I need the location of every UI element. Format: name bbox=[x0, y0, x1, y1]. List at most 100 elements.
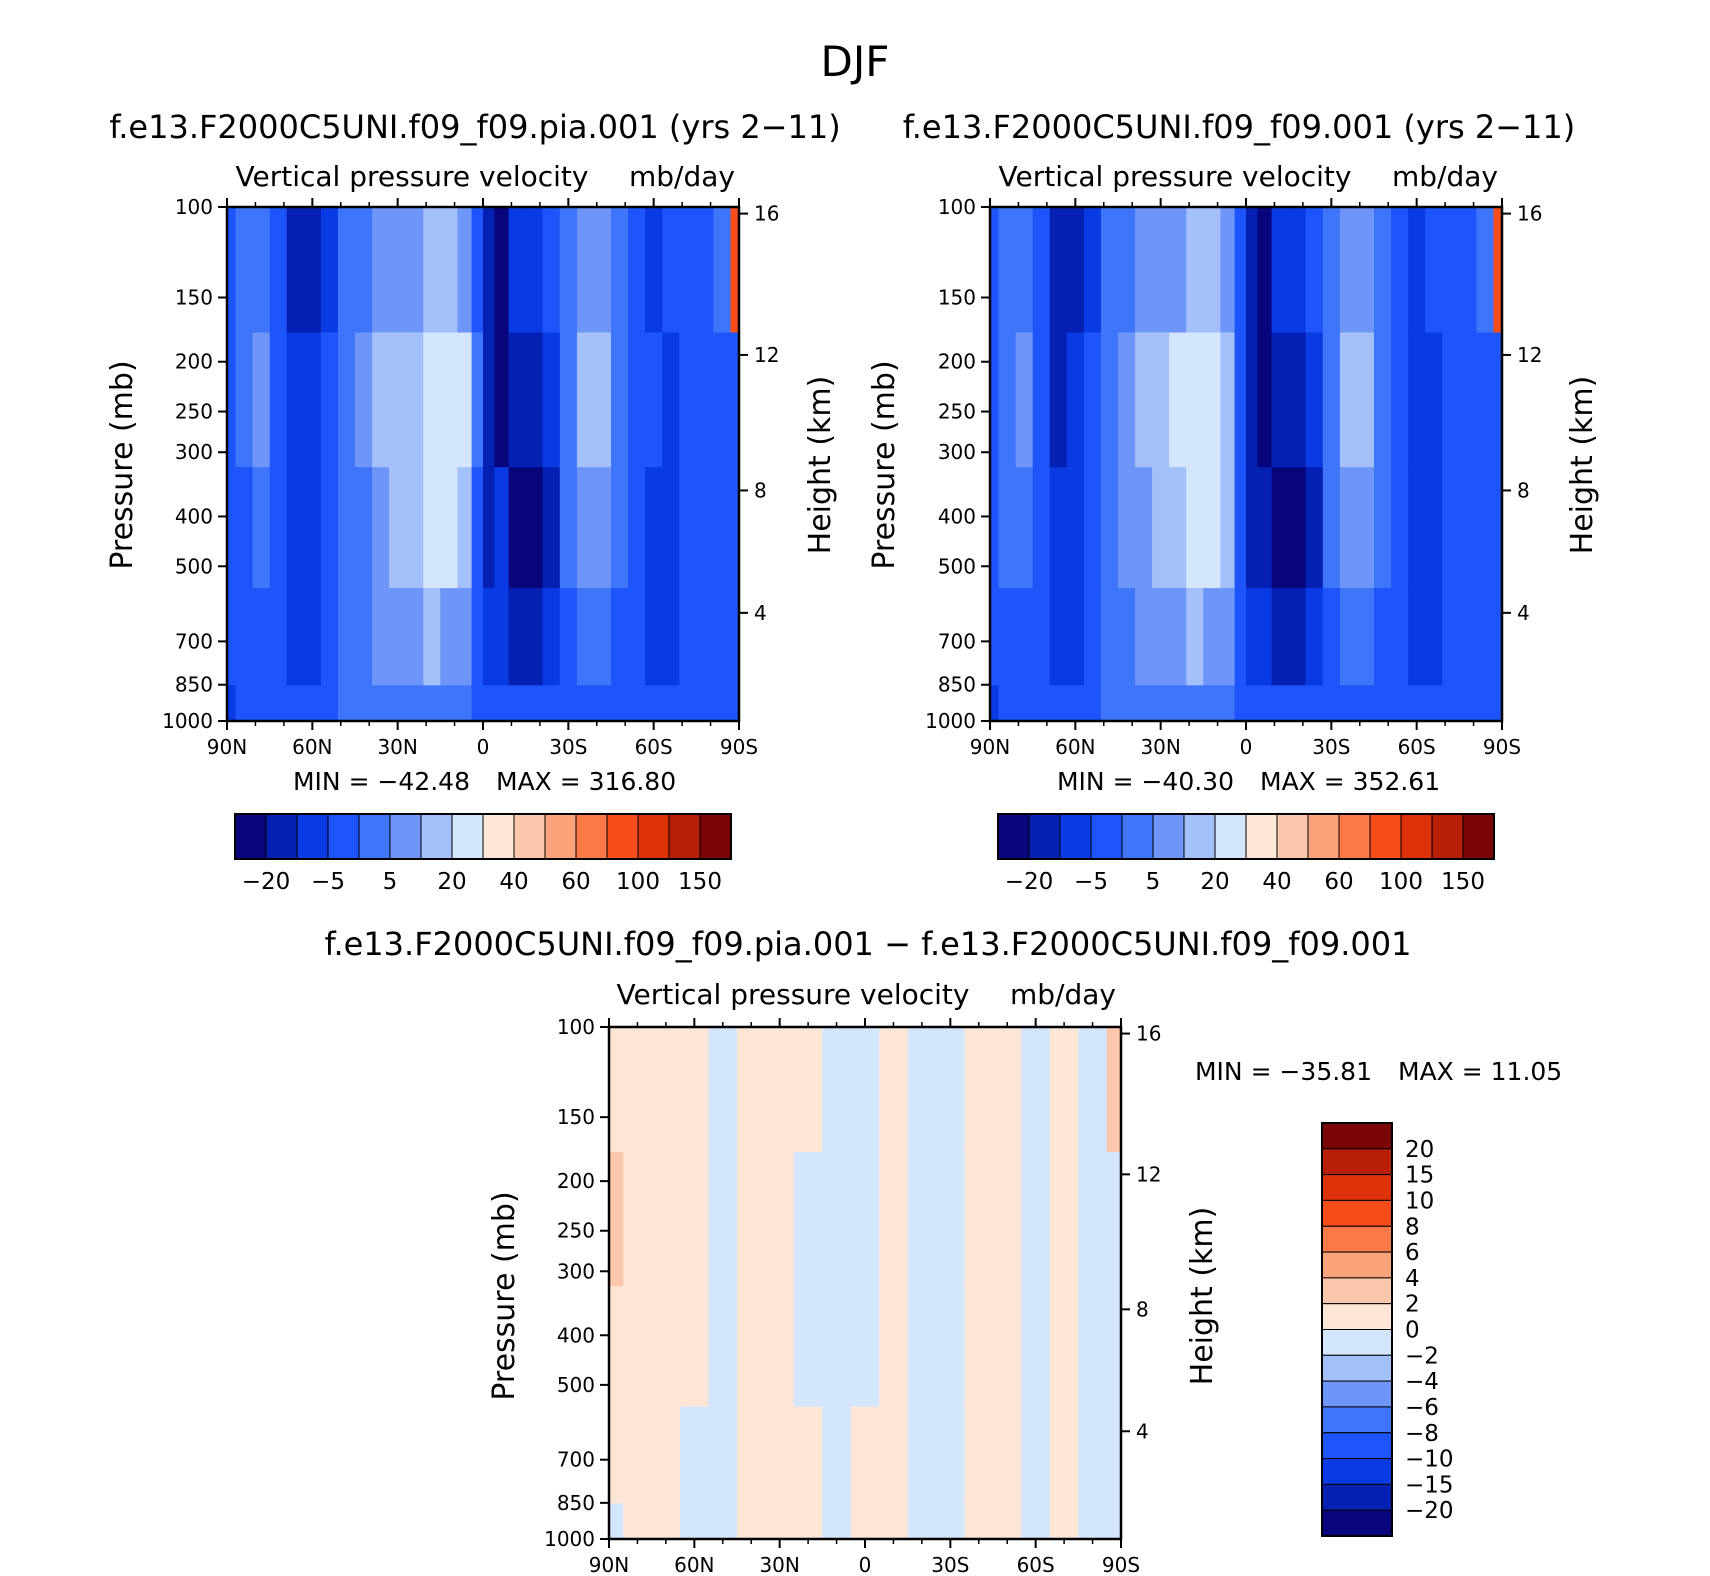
y-tick-label: 1000 bbox=[925, 709, 976, 733]
contour-cell bbox=[286, 331, 305, 468]
contour-cell bbox=[1459, 684, 1477, 722]
contour-cell bbox=[320, 207, 339, 333]
colorbar-box bbox=[1321, 1277, 1393, 1305]
contour-cell bbox=[372, 331, 390, 468]
contour-cell bbox=[609, 1285, 624, 1407]
colorbar-label: 40 bbox=[499, 869, 528, 895]
contour-cell bbox=[1078, 1406, 1108, 1504]
contour-cell bbox=[1078, 1027, 1108, 1152]
colorbar-label: 10 bbox=[1405, 1188, 1434, 1214]
contour-cell bbox=[389, 207, 407, 333]
contour-cell bbox=[793, 1151, 823, 1287]
y-tick-label: 250 bbox=[557, 1219, 595, 1243]
difference-max-label: MAX = 11.05 bbox=[1398, 1057, 1562, 1086]
contour-cell bbox=[525, 684, 544, 722]
contour-cell bbox=[269, 684, 288, 722]
contour-cell bbox=[525, 466, 544, 589]
contour-cell bbox=[593, 207, 612, 333]
contour-cell bbox=[628, 587, 646, 686]
contour-cell bbox=[1246, 331, 1258, 468]
colorbar-label: 20 bbox=[1405, 1137, 1434, 1163]
contour-cell bbox=[651, 1406, 681, 1504]
contour-cell bbox=[1152, 207, 1170, 333]
contour-cell bbox=[1220, 684, 1236, 722]
difference-plot: 90N 60N 30N 0 30S 60S 90S 100 150 200 250 300 400 500… bbox=[544, 1015, 1161, 1576]
contour-cell bbox=[713, 684, 732, 722]
contour-cell bbox=[457, 587, 473, 686]
x-tick-label: 90N bbox=[970, 735, 1010, 759]
contour-cell bbox=[708, 1027, 738, 1152]
contour-cell bbox=[998, 207, 1017, 333]
contour-cell bbox=[1271, 207, 1290, 333]
contour-cell bbox=[1118, 684, 1136, 722]
contour-cell bbox=[576, 466, 595, 589]
contour-cell bbox=[662, 331, 680, 468]
contour-cell bbox=[1083, 331, 1102, 468]
contour-cell bbox=[1374, 331, 1392, 468]
colorbar-label: 15 bbox=[1405, 1163, 1434, 1189]
contour-cell bbox=[964, 1406, 994, 1504]
colorbar-box bbox=[1321, 1458, 1393, 1485]
contour-cell bbox=[1476, 684, 1495, 722]
contour-cell bbox=[1257, 587, 1273, 686]
contour-cell bbox=[1476, 587, 1495, 686]
colorbar-box bbox=[296, 813, 329, 860]
contour-cell bbox=[1339, 207, 1358, 333]
contour-cell bbox=[713, 207, 732, 333]
case-plot: 90N 60N 30N 0 30S 60S 90S 100 150 200 250 300 400 500… bbox=[162, 195, 779, 759]
contour-cell bbox=[525, 587, 544, 686]
colorbar-label: −5 bbox=[311, 869, 345, 895]
y2-tick-label: 12 bbox=[754, 343, 779, 367]
contour-cell bbox=[680, 1027, 710, 1152]
y-tick-label: 1000 bbox=[544, 1527, 595, 1551]
contour-cell bbox=[1391, 684, 1409, 722]
x-tick-label: 30S bbox=[549, 735, 587, 759]
contour-cell bbox=[494, 466, 510, 589]
contour-cell bbox=[1442, 331, 1460, 468]
contour-cell bbox=[1083, 587, 1102, 686]
contour-cell bbox=[471, 587, 484, 686]
contour-cell bbox=[303, 684, 322, 722]
colorbar-box bbox=[1321, 1148, 1393, 1176]
contour-cell bbox=[1021, 1406, 1051, 1504]
colorbar-box bbox=[1321, 1199, 1393, 1227]
contour-cell bbox=[494, 587, 510, 686]
contour-cell bbox=[389, 331, 407, 468]
y-tick-label: 250 bbox=[175, 400, 213, 424]
contour-cell bbox=[1442, 587, 1460, 686]
colorbar-label: 5 bbox=[383, 869, 398, 895]
y-tick-label: 200 bbox=[175, 350, 213, 374]
y-tick-label: 150 bbox=[938, 286, 976, 310]
contour-cell bbox=[679, 684, 697, 722]
contour-cell bbox=[1100, 331, 1119, 468]
contour-cell bbox=[337, 684, 356, 722]
contour-cell bbox=[559, 331, 578, 468]
contour-cell bbox=[611, 331, 629, 468]
contour-cell bbox=[494, 684, 510, 722]
contour-cell bbox=[1234, 587, 1247, 686]
contour-cell bbox=[1493, 587, 1503, 686]
colorbar-label: 4 bbox=[1405, 1266, 1420, 1292]
y-tick-label: 150 bbox=[175, 286, 213, 310]
colorbar-label: 100 bbox=[616, 869, 660, 895]
contour-cell bbox=[286, 587, 305, 686]
y-tick-label: 400 bbox=[557, 1323, 595, 1347]
contour-cell bbox=[765, 1151, 795, 1287]
contour-cell bbox=[440, 684, 458, 722]
contour-cell bbox=[680, 1285, 710, 1407]
contour-cell bbox=[355, 331, 373, 468]
contour-cell bbox=[1425, 466, 1443, 589]
contour-cell bbox=[990, 331, 1000, 468]
contour-cell bbox=[406, 207, 424, 333]
contour-cell bbox=[679, 587, 697, 686]
contour-cell bbox=[1100, 466, 1119, 589]
colorbar-box bbox=[1321, 1174, 1393, 1201]
x-tick-label: 30N bbox=[759, 1553, 799, 1576]
colorbar-box bbox=[451, 813, 484, 860]
contour-cell bbox=[936, 1151, 966, 1287]
colorbar-label: −2 bbox=[1405, 1343, 1439, 1369]
colorbar-box bbox=[1431, 813, 1464, 860]
contour-cell bbox=[1118, 207, 1136, 333]
contour-cell bbox=[1152, 331, 1170, 468]
contour-cell bbox=[936, 1285, 966, 1407]
